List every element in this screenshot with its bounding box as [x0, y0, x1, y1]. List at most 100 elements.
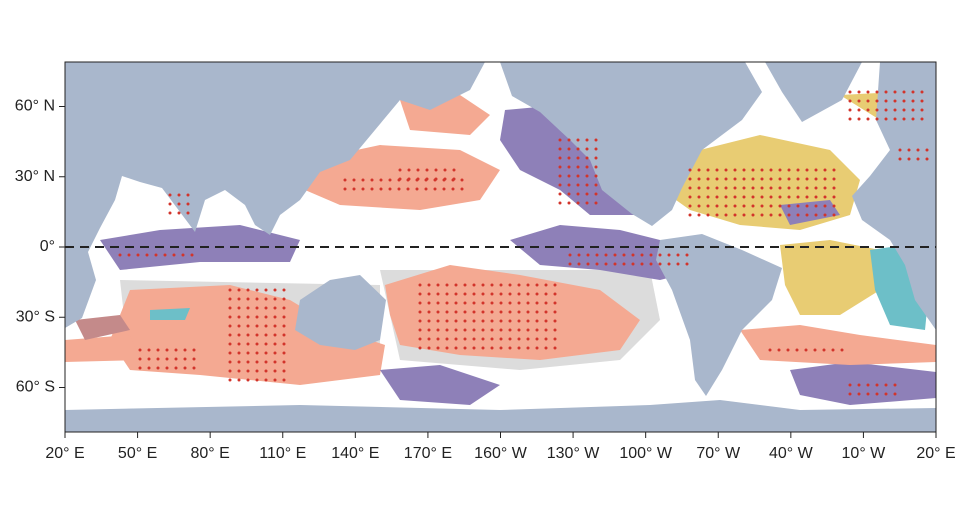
dot	[517, 310, 521, 314]
dot	[688, 195, 692, 199]
dot	[237, 324, 241, 328]
dot	[742, 213, 746, 217]
dot	[553, 283, 557, 287]
land-mass	[500, 62, 762, 226]
dot	[832, 204, 836, 208]
dot	[499, 346, 503, 350]
dot	[237, 315, 241, 319]
dot	[282, 315, 286, 319]
dot	[567, 138, 571, 142]
dot	[658, 253, 662, 257]
dot	[893, 392, 897, 396]
dot	[168, 211, 172, 215]
dot	[255, 297, 259, 301]
dot	[796, 204, 800, 208]
x-tick-label: 100° W	[619, 445, 673, 462]
dot	[814, 177, 818, 181]
dot	[490, 337, 494, 341]
dot	[282, 378, 286, 382]
region	[385, 265, 640, 360]
dot	[558, 138, 562, 142]
dot	[787, 195, 791, 199]
dot	[576, 156, 580, 160]
dot	[472, 337, 476, 341]
dot	[594, 174, 598, 178]
dot	[228, 360, 232, 364]
dot	[760, 195, 764, 199]
dot	[427, 310, 431, 314]
dot	[282, 342, 286, 346]
dot	[181, 253, 185, 257]
y-tick-label: 60° N	[15, 98, 55, 115]
dot	[416, 168, 420, 172]
dot	[490, 319, 494, 323]
dot	[595, 262, 599, 266]
region	[65, 335, 140, 362]
dot	[445, 283, 449, 287]
dot	[769, 195, 773, 199]
dot	[769, 168, 773, 172]
dot	[631, 262, 635, 266]
dot	[183, 366, 187, 370]
dot	[822, 348, 826, 352]
dot	[436, 283, 440, 287]
region	[305, 145, 500, 210]
dot	[567, 183, 571, 187]
dot	[902, 99, 906, 103]
dot	[237, 360, 241, 364]
dot	[174, 366, 178, 370]
dot	[445, 319, 449, 323]
dot	[576, 174, 580, 178]
dot	[706, 186, 710, 190]
dot	[866, 99, 870, 103]
dot	[508, 319, 512, 323]
dot	[576, 183, 580, 187]
region	[150, 308, 190, 320]
dot	[848, 117, 852, 121]
dot	[526, 292, 530, 296]
dot	[499, 328, 503, 332]
dot	[902, 90, 906, 94]
dot	[805, 168, 809, 172]
dot	[370, 187, 374, 191]
dot	[715, 195, 719, 199]
dot	[804, 348, 808, 352]
dot	[724, 204, 728, 208]
dot	[685, 253, 689, 257]
dot	[814, 204, 818, 208]
dot	[436, 346, 440, 350]
dot	[920, 90, 924, 94]
dot	[697, 195, 701, 199]
land-mass	[295, 275, 386, 350]
dot	[273, 288, 277, 292]
dot	[436, 310, 440, 314]
dot	[436, 301, 440, 305]
x-tick-label: 140° E	[331, 445, 379, 462]
dot	[418, 337, 422, 341]
dot	[778, 186, 782, 190]
dot	[823, 204, 827, 208]
dot	[228, 324, 232, 328]
dot	[517, 283, 521, 287]
dot	[273, 324, 277, 328]
dot	[567, 147, 571, 151]
dot	[451, 187, 455, 191]
dot	[535, 346, 539, 350]
land-mass	[65, 400, 936, 432]
dot	[787, 168, 791, 172]
dot	[911, 90, 915, 94]
dot	[697, 177, 701, 181]
dot	[282, 351, 286, 355]
dot	[237, 297, 241, 301]
dot	[397, 187, 401, 191]
dot	[517, 292, 521, 296]
dot	[760, 186, 764, 190]
dot	[585, 165, 589, 169]
dot	[857, 99, 861, 103]
dot	[460, 187, 464, 191]
dot	[264, 306, 268, 310]
dot	[499, 292, 503, 296]
dot	[832, 177, 836, 181]
dot	[558, 174, 562, 178]
dot	[884, 108, 888, 112]
